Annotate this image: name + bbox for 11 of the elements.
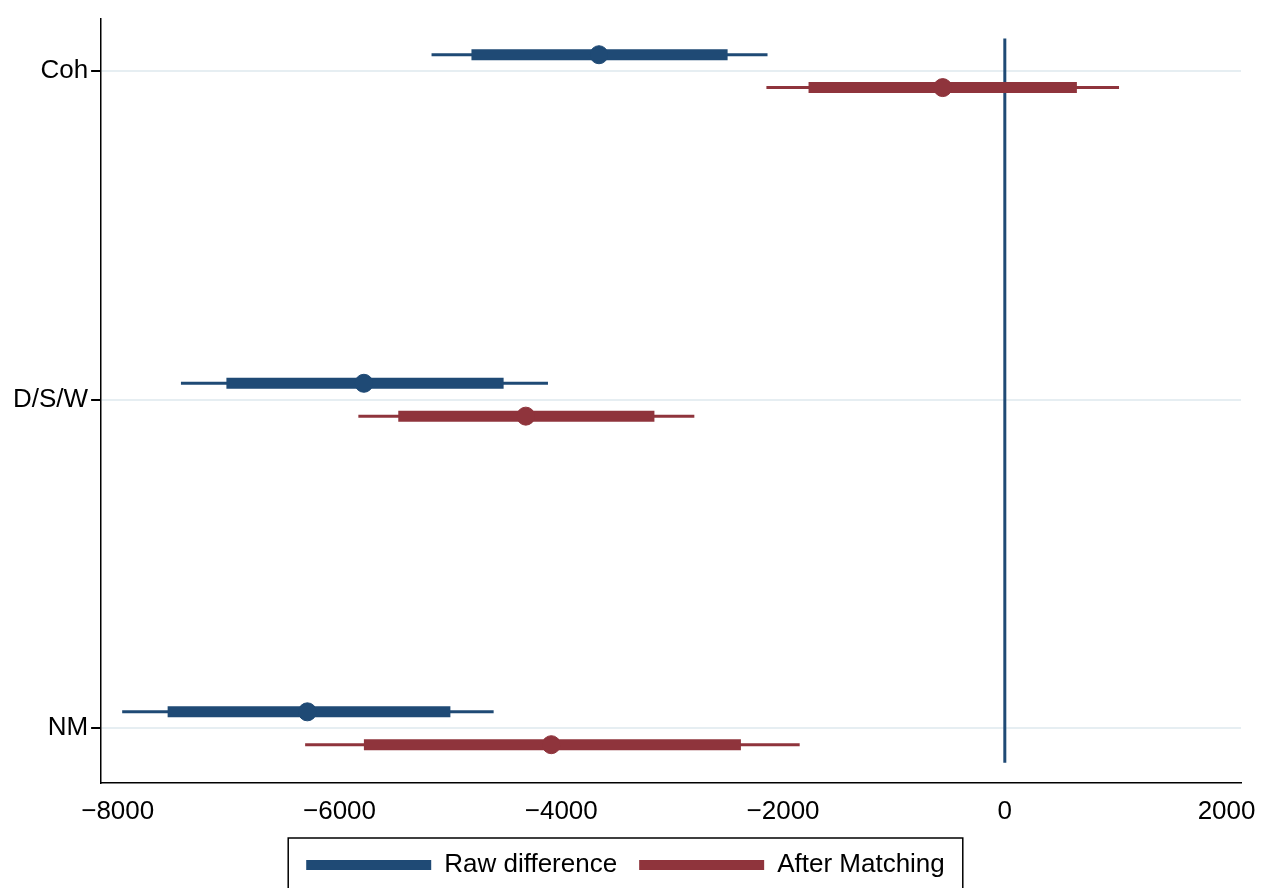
x-tick-label: 2000 (1197, 794, 1256, 825)
y-tick-label: D/S/W (13, 382, 89, 413)
y-tick-label: Coh (40, 54, 89, 85)
legend-label: After Matching (777, 848, 945, 879)
x-tick-label: −6000 (302, 794, 377, 825)
x-tick-label: 0 (997, 794, 1013, 825)
x-tick-label: −8000 (81, 794, 155, 825)
x-tick-label: −2000 (746, 794, 820, 825)
legend-label: Raw difference (444, 848, 618, 879)
x-tick-label: −4000 (524, 794, 598, 825)
y-tick-label: NM (47, 711, 89, 742)
